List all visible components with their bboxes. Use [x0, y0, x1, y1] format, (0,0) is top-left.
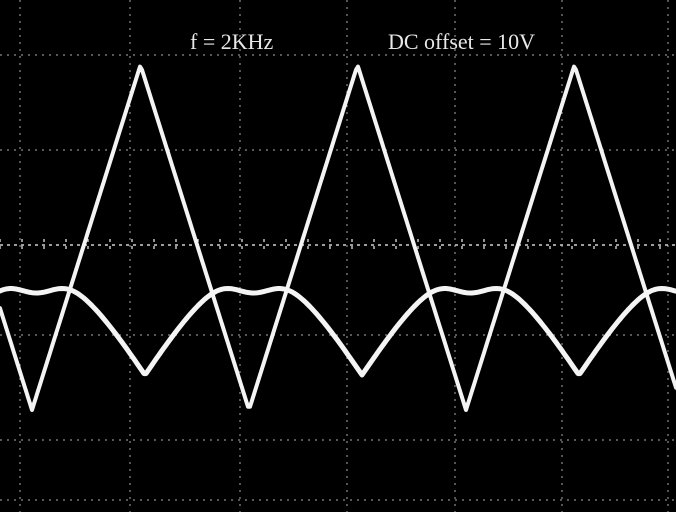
- offset-label: DC offset = 10V: [388, 29, 535, 54]
- oscilloscope-screen: f = 2KHz DC offset = 10V: [0, 0, 676, 512]
- frequency-label: f = 2KHz: [190, 29, 274, 54]
- page: f = 2KHz DC offset = 10V (() => { const …: [0, 0, 676, 512]
- screen-background: [0, 0, 676, 512]
